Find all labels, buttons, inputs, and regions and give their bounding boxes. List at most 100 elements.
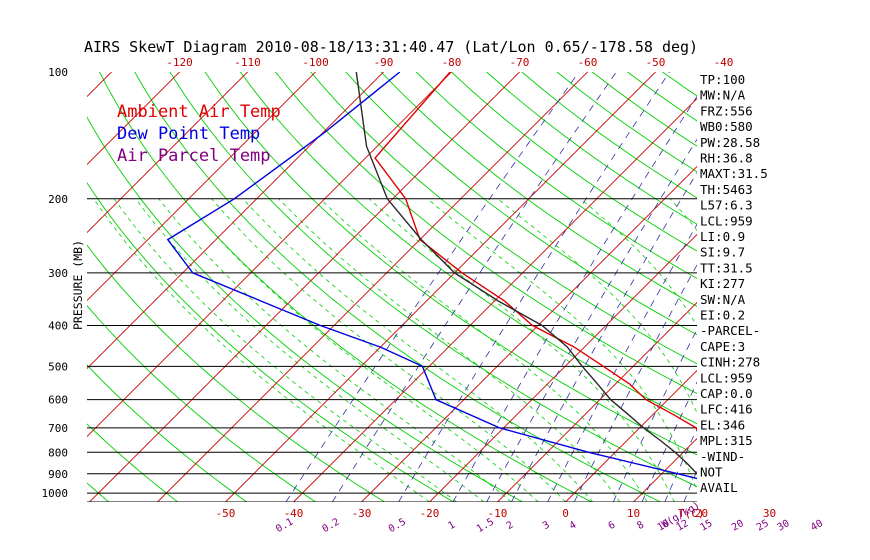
sounding-index: LFC:416 — [700, 402, 753, 417]
mixing-ratio-line — [452, 95, 697, 502]
isotherm-line — [0, 0, 137, 502]
moist-adiabat-line — [497, 198, 697, 414]
dry-adiabat-lines — [0, 0, 870, 502]
moist-adiabat-line — [427, 198, 697, 492]
mixing-ratio-tick-label: 30 — [776, 518, 792, 534]
sounding-index: TT:31.5 — [700, 260, 753, 275]
dry-adiabat-line — [380, 72, 697, 307]
moist-adiabat-line — [820, 199, 838, 502]
dry-adiabat-line — [87, 304, 317, 502]
dry-adiabat-line — [853, 0, 870, 502]
mixing-ratio-tick-label: 3 — [541, 520, 552, 533]
sounding-index: CINH:278 — [700, 355, 760, 370]
mixing-ratio-line — [285, 72, 580, 502]
isotherm-line — [225, 72, 657, 502]
dry-adiabat-line — [731, 0, 870, 502]
isobar-lines — [87, 198, 697, 502]
series-line — [166, 72, 697, 480]
sounding-index: RH:36.8 — [700, 151, 753, 166]
mixing-ratio-lines — [285, 72, 870, 502]
moist-adiabat-line — [368, 198, 675, 502]
pressure-tick-labels: 100 200 300 400 500 600 700 800 900 1000 — [42, 66, 69, 500]
bottom-temp-tick-label: -20 — [420, 507, 440, 520]
isotherm-line — [87, 72, 385, 370]
moist-adiabat-line — [752, 199, 810, 502]
moist-adiabat-line — [93, 198, 430, 502]
top-temp-tick-label: -120 — [166, 56, 193, 69]
dry-adiabat-line — [762, 0, 870, 502]
pressure-tick-label: 1000 — [42, 487, 69, 500]
dry-adiabat-line — [87, 182, 454, 502]
dry-adiabat-line — [823, 0, 870, 502]
mixing-ratio-tick-label: 0.2 — [320, 517, 341, 536]
mixing-ratio-tick-label: 10 — [656, 518, 672, 534]
dry-adiabat-line — [792, 0, 870, 502]
plot-area — [0, 0, 870, 502]
sounding-index: LI:0.9 — [700, 229, 745, 244]
bottom-temp-tick-label: 10 — [627, 507, 640, 520]
top-temp-tick-label: -80 — [442, 56, 462, 69]
mixing-ratio-line — [818, 72, 870, 502]
isotherm-line — [770, 0, 870, 502]
mixing-ratio-tick-label: 6 — [607, 520, 618, 533]
top-temp-tick-label: -90 — [374, 56, 394, 69]
sounding-index: -PARCEL- — [700, 323, 760, 338]
pressure-tick-label: 500 — [48, 360, 68, 373]
dry-adiabat-line — [239, 72, 697, 425]
mixing-ratio-tick-label: 8 — [635, 520, 646, 533]
series-line — [355, 72, 697, 475]
mixing-ratio-tick-label: 40 — [809, 518, 825, 534]
sounding-index: TP:100 — [700, 72, 745, 87]
dry-adiabat-line — [591, 72, 697, 147]
mixing-ratio-line — [683, 469, 697, 502]
pressure-tick-label: 700 — [48, 422, 68, 435]
isotherm-line — [293, 97, 697, 502]
sounding-index: L57:6.3 — [700, 198, 753, 213]
isotherm-line — [87, 72, 453, 438]
isotherm-line — [633, 437, 697, 502]
sounding-index: KI:277 — [700, 276, 745, 291]
isotherm-line — [87, 72, 317, 302]
isotherm-line — [89, 72, 521, 502]
moist-adiabat-line — [320, 198, 648, 502]
bottom-temp-tick-label: 0 — [562, 507, 569, 520]
mixing-ratio-tick-label: 1 — [446, 520, 457, 533]
dry-adiabat-line — [345, 72, 697, 336]
mixing-ratio-tick-label: 0.5 — [387, 517, 408, 536]
legend-entry: Dew Point Temp — [117, 124, 260, 144]
top-temp-tick-labels: -120 -110 -100 -90 -80 -70 -60 -50 -40 — [166, 56, 733, 69]
moist-adiabat-line — [158, 198, 512, 502]
isotherm-line — [87, 72, 113, 98]
dry-adiabat-line — [99, 72, 592, 502]
dry-adiabat-line — [87, 423, 179, 502]
bottom-temp-tick-labels: -50 -40 -30 -20 -10 0 10 20 30 — [216, 507, 777, 520]
moist-adiabat-line — [113, 198, 457, 502]
bottom-temp-tick-label: 30 — [763, 507, 776, 520]
pressure-tick-label: 400 — [48, 320, 68, 333]
isotherm-line — [838, 0, 870, 502]
mixing-ratio-tick-label: 2 — [505, 520, 516, 533]
x-axis-unit-label: T(C) — [678, 507, 705, 520]
pressure-tick-label: 100 — [48, 66, 68, 79]
top-temp-tick-label: -40 — [714, 56, 734, 69]
moist-adiabat-line — [242, 198, 594, 502]
sounding-indices-panel: TP:100MW:N/AFRZ:556WB0:580PW:28.58RH:36.… — [700, 72, 768, 495]
sounding-index: MAXT:31.5 — [700, 166, 768, 181]
isotherm-line — [157, 72, 589, 502]
mixing-ratio-line — [573, 264, 697, 502]
sounding-index: TH:5463 — [700, 182, 753, 197]
mixing-ratio-line — [331, 72, 617, 502]
dry-adiabat-line — [0, 0, 40, 502]
dry-adiabat-line — [640, 0, 870, 502]
top-temp-tick-label: -70 — [510, 56, 530, 69]
bottom-temp-tick-label: 20 — [695, 507, 708, 520]
sounding-index: CAPE:3 — [700, 339, 745, 354]
pressure-tick-label: 800 — [48, 446, 68, 459]
top-temp-tick-label: -60 — [578, 56, 598, 69]
mixing-ratio-tick-label: 25 — [755, 518, 771, 534]
sounding-index: SW:N/A — [700, 292, 746, 307]
sounding-index: SI:9.7 — [700, 245, 745, 260]
sounding-index: WB0:580 — [700, 119, 753, 134]
pressure-tick-label: 300 — [48, 267, 68, 280]
mixing-ratio-line — [641, 381, 697, 502]
